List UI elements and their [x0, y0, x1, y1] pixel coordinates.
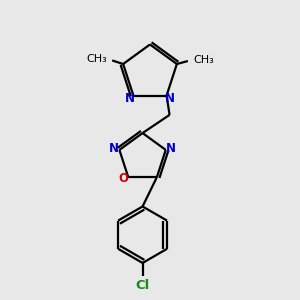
- Text: N: N: [165, 92, 175, 105]
- Text: N: N: [125, 92, 135, 105]
- Text: N: N: [109, 142, 119, 155]
- Text: O: O: [118, 172, 128, 185]
- Text: Cl: Cl: [135, 279, 150, 292]
- Text: N: N: [166, 142, 176, 155]
- Text: CH₃: CH₃: [193, 55, 214, 64]
- Text: CH₃: CH₃: [86, 54, 107, 64]
